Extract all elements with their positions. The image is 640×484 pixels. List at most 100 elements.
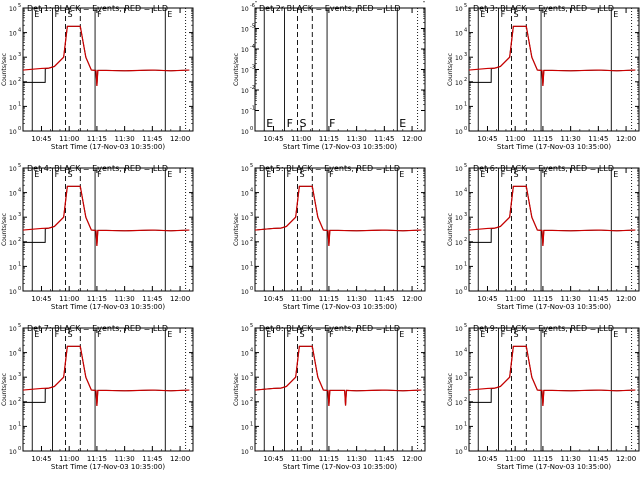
y-tick-label-exp: 0 — [250, 286, 253, 292]
x-tick-label: 11:15 — [87, 455, 107, 463]
series-lld-line — [22, 185, 190, 246]
y-tick-label-base: 10 — [241, 191, 249, 198]
y-tick-label-exp: 0 — [464, 126, 467, 132]
y-tick-label-base: 10 — [455, 289, 463, 296]
y-tick-label-exp: 4 — [464, 28, 467, 34]
x-tick-label: 12:00 — [170, 295, 190, 303]
y-tick-label-exp: 5 — [18, 163, 21, 169]
y-tick-label-base: 10 — [241, 424, 249, 431]
y-tick-label-base: 10 — [9, 55, 17, 62]
x-tick-label: 11:15 — [533, 135, 553, 143]
y-tick-label-base: 10 — [9, 129, 17, 136]
marker-label: F — [55, 10, 60, 19]
marker-label: F — [501, 170, 506, 179]
y-tick-label-exp: 3 — [464, 372, 467, 378]
marker-label: E — [266, 170, 271, 179]
x-tick-label: 11:45 — [142, 455, 162, 463]
y-tick-label-base: 10 — [241, 264, 249, 271]
x-tick-label: 11:30 — [347, 455, 367, 463]
marker-label: F — [543, 170, 548, 179]
y-tick-label-base: 10 — [455, 326, 463, 333]
y-tick-label-base: 10 — [241, 109, 249, 116]
marker-label: F — [55, 330, 60, 339]
x-tick-label: 12:00 — [402, 295, 422, 303]
marker-label: E — [34, 10, 39, 19]
y-tick-label-exp: 5 — [464, 323, 467, 329]
y-tick-label-exp: 0 — [250, 126, 253, 132]
y-tick-label-base: 10 — [241, 27, 249, 34]
y-tick-label-exp: 3 — [464, 212, 467, 218]
y-tick-label-exp: 1 — [464, 101, 467, 107]
y-tick-label-base: 10 — [455, 31, 463, 38]
series-events-line — [23, 345, 190, 406]
y-tick-label-exp: -1 — [250, 106, 255, 112]
series-events-line — [469, 185, 636, 246]
marker-label: S — [300, 117, 307, 130]
x-tick-label: 11:45 — [374, 455, 394, 463]
y-tick-label-base: 10 — [241, 215, 249, 222]
marker-label: E — [34, 330, 39, 339]
y-tick-label-base: 10 — [455, 215, 463, 222]
plot-frame — [22, 167, 194, 292]
y-tick-label-base: 10 — [241, 240, 249, 247]
x-tick-label: 11:30 — [561, 135, 581, 143]
series-events-line — [254, 345, 422, 406]
x-tick-label: 10:45 — [31, 135, 51, 143]
y-tick-label-exp: 4 — [18, 28, 21, 34]
marker-label: S — [300, 170, 305, 179]
marker-label: S — [514, 170, 519, 179]
y-axis-label: Counts/sec — [1, 373, 8, 406]
x-axis-label: Start Time (17-Nov-03 10:35:00) — [283, 463, 397, 471]
y-tick-label-exp: 2 — [18, 77, 21, 83]
x-tick-label: 10:45 — [263, 455, 283, 463]
series-lld-line — [468, 185, 636, 246]
marker-label: F — [329, 170, 334, 179]
y-tick-label-exp: 0 — [18, 286, 21, 292]
y-tick-label-base: 10 — [9, 31, 17, 38]
x-tick-label: 11:00 — [505, 295, 525, 303]
x-tick-label: 10:45 — [477, 455, 497, 463]
marker-label: S — [514, 330, 519, 339]
x-axis-label: Start Time (17-Nov-03 10:35:00) — [51, 463, 165, 471]
y-tick-label-exp: 5 — [464, 163, 467, 169]
marker-label: E — [167, 170, 172, 179]
y-tick-label-exp: 3 — [18, 52, 21, 58]
plot-frame — [22, 327, 194, 452]
y-tick-label-exp: 1 — [18, 261, 21, 267]
marker-label: E — [613, 170, 618, 179]
y-tick-label-exp: 1 — [464, 421, 467, 427]
y-tick-label-exp: -4 — [250, 44, 255, 50]
marker-label: E — [266, 330, 271, 339]
y-tick-label-base: 10 — [241, 6, 249, 13]
y-tick-label-base: 10 — [455, 264, 463, 271]
y-tick-label-exp: 4 — [464, 348, 467, 354]
series-events-line — [23, 185, 190, 246]
x-axis-label: Start Time (17-Nov-03 10:35:00) — [51, 303, 165, 311]
x-tick-label: 11:45 — [588, 295, 608, 303]
marker-label: F — [543, 330, 548, 339]
plot-frame — [468, 167, 640, 292]
series-lld-line — [22, 25, 190, 86]
x-tick-label: 11:15 — [533, 295, 553, 303]
y-tick-label-exp: 0 — [464, 286, 467, 292]
y-axis-label: Counts/sec — [233, 373, 240, 406]
y-tick-label-base: 10 — [455, 80, 463, 87]
y-tick-label-base: 10 — [455, 351, 463, 358]
y-axis-label: Counts/sec — [1, 53, 8, 86]
x-tick-label: 11:30 — [347, 295, 367, 303]
x-tick-label: 11:45 — [142, 135, 162, 143]
y-tick-label-exp: 2 — [250, 397, 253, 403]
y-tick-label-exp: 3 — [250, 212, 253, 218]
y-tick-label-exp: 0 — [250, 446, 253, 452]
y-tick-label-exp: 2 — [18, 397, 21, 403]
y-tick-label-exp: 4 — [18, 188, 21, 194]
x-tick-label: 11:15 — [87, 135, 107, 143]
y-axis-label: Counts/sec — [1, 213, 8, 246]
x-tick-label: 12:00 — [170, 455, 190, 463]
x-tick-label: 12:00 — [616, 295, 636, 303]
y-tick-label-exp: 3 — [250, 372, 253, 378]
y-tick-label-base: 10 — [455, 424, 463, 431]
